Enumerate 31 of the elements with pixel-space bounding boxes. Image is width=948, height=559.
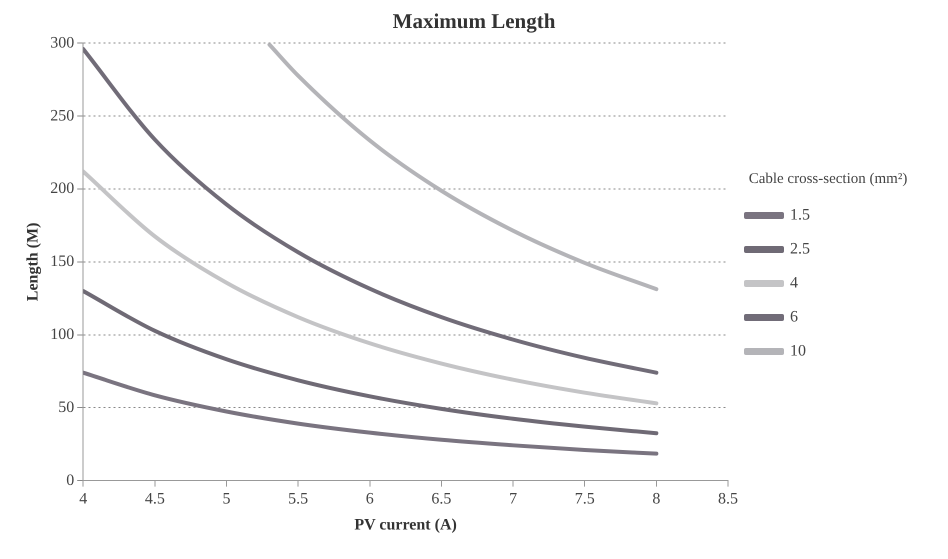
x-tick-label: 6 [366,490,374,508]
legend-label: 4 [790,274,798,292]
x-tick-label: 5.5 [288,490,308,508]
x-tick-label: 4 [79,490,88,508]
line-series [267,43,658,292]
y-axis-title: Length (M) [24,222,42,302]
legend-label: 6 [790,308,798,326]
y-tick-label: 0 [66,472,74,489]
legend-label: 10 [790,342,806,360]
legend-title: Cable cross-section (mm²) [748,170,908,187]
chart-title: Maximum Length [392,9,556,34]
line-series [83,170,658,406]
x-tick-label: 8.5 [718,490,738,508]
x-tick-label: 5 [222,490,230,508]
y-tick-label: 300 [50,34,74,52]
line-series [83,370,658,456]
y-tick-label: 150 [50,253,74,270]
y-tick-label: 250 [50,107,74,124]
x-tick-label: 4.5 [144,490,165,508]
legend-label: 2.5 [790,240,810,258]
line-series [83,289,658,436]
y-tick-label: 50 [58,398,74,416]
x-tick-label: 7 [509,490,518,508]
x-tick-label: 7.5 [574,490,595,508]
x-tick-label: 6.5 [431,490,452,508]
y-tick-label: 200 [50,180,74,198]
line-series [83,47,658,375]
x-tick-label: 8 [652,490,660,508]
x-axis-title: PV current (A) [354,516,457,534]
legend-label: 1.5 [790,206,810,224]
y-tick-label: 100 [50,326,74,344]
